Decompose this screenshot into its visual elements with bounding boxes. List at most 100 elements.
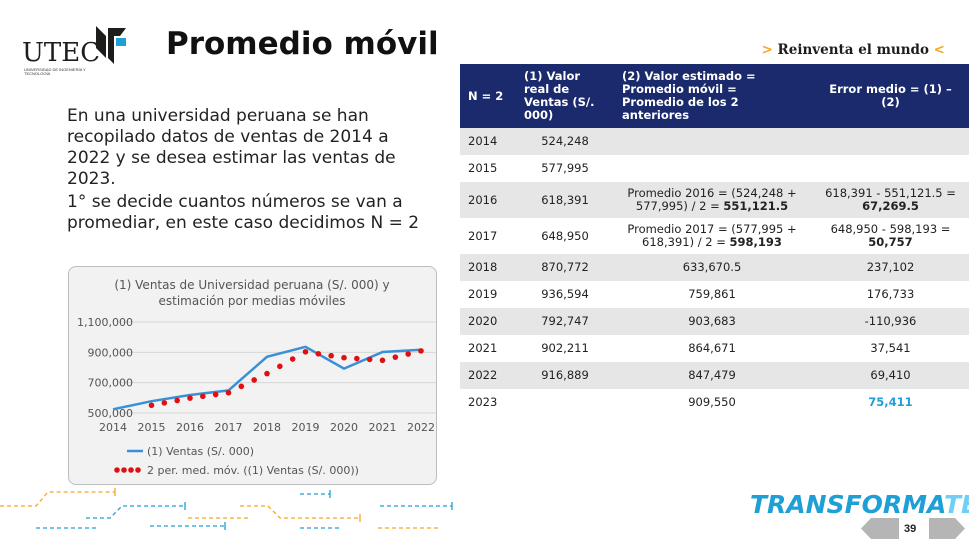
moving-average-dot [148,402,155,409]
cell-error [810,155,969,182]
col-header-real: (1) Valor real de Ventas (S/. 000) [516,64,614,128]
cell-year: 2014 [460,128,516,155]
tagline-prefix: > [761,42,778,58]
chart-canvas: (1) Ventas de Universidad peruana (S/. 0… [77,278,436,477]
cell-error: -110,936 [810,308,969,335]
next-arrow-icon[interactable] [929,518,965,539]
table-row: 2021 902,211 864,671 37,541 [460,335,969,362]
table-row: 2019 936,594 759,861 176,733 [460,281,969,308]
moving-average-dot [289,356,296,362]
moving-average-dot [277,363,283,370]
page-title: Promedio móvil [166,26,439,62]
cell-error: 75,411 [810,389,969,416]
y-tick-label: 700,000 [88,377,134,390]
moving-average-dot [354,355,360,362]
cell-real [516,389,614,416]
cell-error: 237,102 [810,254,969,281]
moving-average-dot [366,356,373,363]
table-row: 2020 792,747 903,683 -110,936 [460,308,969,335]
prev-arrow-icon[interactable] [861,518,899,539]
table-header-row: N = 2 (1) Valor real de Ventas (S/. 000)… [460,64,969,128]
chart-title-line-1: (1) Ventas de Universidad peruana (S/. 0… [114,278,389,292]
cell-error: 648,950 - 598,193 = 50,757 [810,218,969,254]
intro-paragraph-1: En una universidad peruana se han recopi… [67,106,396,189]
legend-label-sales: (1) Ventas (S/. 000) [147,445,254,458]
x-tick-label: 2014 [99,421,127,434]
table-row: 2016 618,391 Promedio 2016 = (524,248 + 57… [460,182,969,218]
cell-estimate: 909,550 [614,389,810,416]
cell-real: 902,211 [516,335,614,362]
cell-year: 2022 [460,362,516,389]
x-tick-label: 2019 [292,421,320,434]
cell-estimate: Promedio 2016 = (524,248 + 577,995) / 2 … [614,182,810,218]
cell-error: 618,391 - 551,121.5 = 67,269.5 [810,182,969,218]
cell-real: 870,772 [516,254,614,281]
cell-year: 2019 [460,281,516,308]
cell-year: 2018 [460,254,516,281]
legend-dot-swatch [121,467,127,473]
brand-part-b: TEC [944,490,969,519]
cell-real: 792,747 [516,308,614,335]
y-tick-label: 900,000 [88,346,134,359]
cell-year: 2020 [460,308,516,335]
chart-title-line-2: estimación por medias móviles [159,294,346,308]
y-tick-label: 1,100,000 [77,316,133,329]
cell-year: 2017 [460,218,516,254]
moving-average-dot [328,352,334,359]
cell-real: 936,594 [516,281,614,308]
col-header-error: Error medio = (1) – (2) [810,64,969,128]
x-tick-label: 2020 [330,421,358,434]
x-tick-label: 2022 [407,421,435,434]
logo-wordmark: UTEC [22,38,101,68]
cell-error: 37,541 [810,335,969,362]
legend-label-moving-average: 2 per. med. móv. ((1) Ventas (S/. 000)) [147,464,359,477]
legend-dot-swatch [135,467,141,473]
table-row: 2023 909,550 75,411 [460,389,969,416]
moving-average-dot [392,354,399,360]
x-tick-label: 2021 [369,421,397,434]
table-row: 2022 916,889 847,479 69,410 [460,362,969,389]
table-row: 2018 870,772 633,670.5 237,102 [460,254,969,281]
cell-estimate: Promedio 2017 = (577,995 + 618,391) / 2 … [614,218,810,254]
cell-error: 176,733 [810,281,969,308]
x-tick-label: 2015 [138,421,166,434]
table-row: 2015 577,995 [460,155,969,182]
moving-average-dot [251,377,257,383]
sales-series-line [112,345,422,411]
moving-average-dot [341,354,347,361]
tagline: > Reinventa el mundo < [762,42,946,58]
cell-year: 2021 [460,335,516,362]
utec-logo: UTEC UNIVERSIDAD DE INGENIERÍA Y TECNOLO… [22,24,132,80]
cell-estimate: 864,671 [614,335,810,362]
moving-average-dot [174,397,180,404]
moving-average-dot [418,348,424,354]
cell-estimate: 903,683 [614,308,810,335]
col-header-n: N = 2 [460,64,516,128]
cell-estimate [614,128,810,155]
x-tick-label: 2018 [253,421,281,434]
legend-dot-swatch [128,467,134,473]
utec-emblem-icon [96,26,126,64]
moving-average-dot [264,370,270,377]
moving-average-dot [302,348,309,355]
page-number: 39 [904,523,917,535]
cell-year: 2023 [460,389,516,416]
moving-average-dot [405,351,411,357]
transformatec-brand: TRANSFORMATEC [750,490,969,519]
cell-real: 618,391 [516,182,614,218]
page-navigation [861,518,965,539]
y-tick-label: 500,000 [88,407,134,420]
cell-real: 916,889 [516,362,614,389]
cell-year: 2015 [460,155,516,182]
logo-subtitle: UNIVERSIDAD DE INGENIERÍA Y TECNOLOGÍA [24,67,86,76]
intro-paragraph-2: 1° se decide cuantos números se van a pr… [67,192,420,233]
decorative-lines [0,488,453,530]
moving-average-dot [200,393,206,400]
cell-year: 2016 [460,182,516,218]
moving-average-dot [379,357,386,364]
tagline-suffix: < [928,42,945,58]
x-tick-label: 2016 [176,421,204,434]
col-header-estimate: (2) Valor estimado = Promedio móvil = Pr… [614,64,810,128]
moving-average-dot [161,400,168,406]
cell-real: 648,950 [516,218,614,254]
